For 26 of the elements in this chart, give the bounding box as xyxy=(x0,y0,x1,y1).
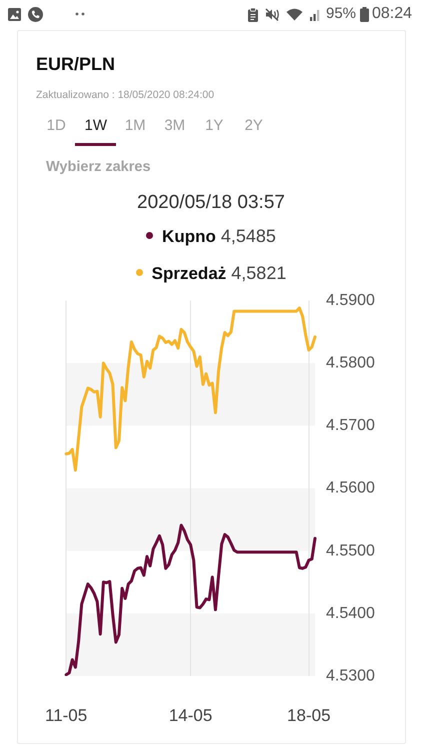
y-tick-label: 4.5700 xyxy=(326,417,376,434)
legend-label: Sprzedaż xyxy=(152,264,226,283)
text: 2Y xyxy=(244,116,264,136)
text: 1M xyxy=(124,116,147,136)
text: 95% xyxy=(326,5,356,23)
text: 3M xyxy=(163,116,186,136)
text: 1Y xyxy=(204,116,224,136)
y-tick-label: 4.5600 xyxy=(326,480,376,497)
y-tick-label: 4.5500 xyxy=(326,542,376,560)
text: 1D xyxy=(46,116,67,136)
x-tick-label: 18-05 xyxy=(287,706,331,725)
y-tick-label: 4.5400 xyxy=(326,604,376,622)
x-tick-label: 11-05 xyxy=(45,706,88,725)
text: Wybierz zakres xyxy=(46,158,151,177)
x-tick-label: 14-05 xyxy=(168,706,212,725)
text: 08:24 xyxy=(372,4,412,24)
text: 4,5485 xyxy=(220,226,276,246)
y-tick-label: 4.5300 xyxy=(326,667,376,684)
text: 1W xyxy=(84,116,108,136)
legend-label: Kupno xyxy=(162,227,216,246)
chart-title: EUR/PLN xyxy=(36,53,116,76)
chart-subtitle: Zaktualizowano : 18/05/2020 08:24:00 xyxy=(36,88,214,102)
text: 2020/05/18 03:57 xyxy=(136,191,286,215)
text: 4,5821 xyxy=(231,263,286,283)
y-tick-label: 4.5800 xyxy=(326,354,376,372)
y-tick-label: 4.5900 xyxy=(326,292,376,310)
